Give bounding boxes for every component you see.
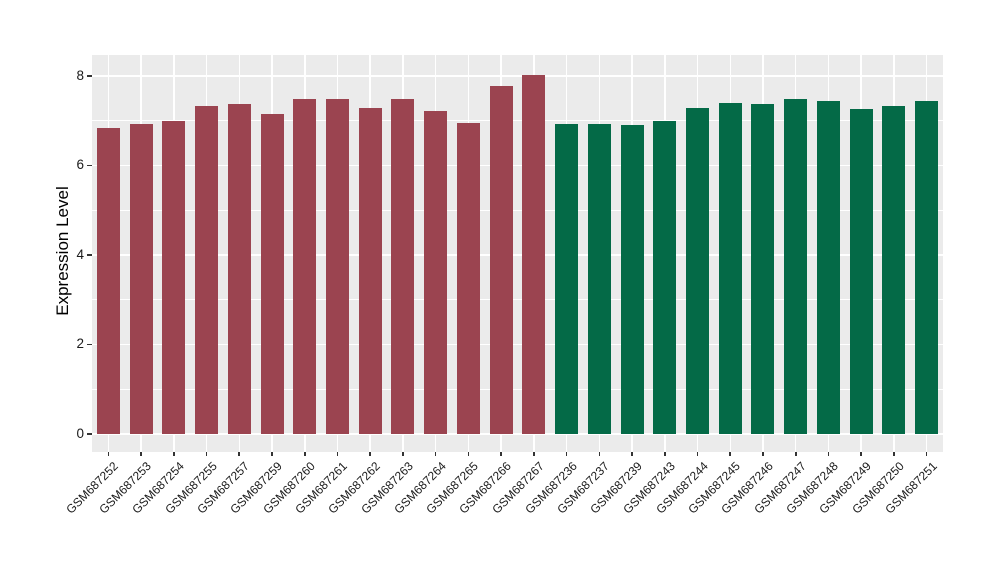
- x-tick: [434, 452, 437, 456]
- bar: [162, 121, 186, 434]
- y-tick-label: 0: [76, 426, 84, 441]
- bar: [555, 123, 579, 434]
- gridline-major-y: [92, 164, 943, 167]
- bar: [424, 110, 448, 434]
- bar: [784, 99, 808, 434]
- x-tick: [369, 452, 371, 456]
- x-tick: [827, 452, 830, 456]
- bar: [96, 127, 120, 434]
- x-tick: [860, 452, 862, 456]
- y-tick-label: 2: [76, 336, 84, 352]
- gridline-minor-y: [92, 299, 943, 301]
- x-tick: [631, 452, 633, 456]
- gridline-minor-y: [92, 388, 943, 390]
- bar: [849, 109, 873, 434]
- gridline-minor-y: [92, 209, 943, 211]
- x-tick: [729, 452, 732, 456]
- bar: [325, 99, 349, 434]
- x-tick: [271, 452, 273, 456]
- x-tick: [238, 452, 241, 456]
- y-tick: [87, 164, 92, 167]
- y-tick: [87, 254, 92, 256]
- bar: [751, 103, 775, 434]
- bar: [882, 106, 906, 434]
- x-tick: [467, 452, 470, 456]
- x-tick: [205, 452, 208, 456]
- bar: [718, 102, 742, 434]
- x-tick: [794, 452, 797, 456]
- bar: [587, 124, 611, 434]
- x-tick: [696, 452, 699, 456]
- x-tick: [925, 452, 928, 456]
- bar: [915, 100, 939, 434]
- bar: [227, 103, 251, 434]
- bar: [489, 85, 513, 434]
- x-tick: [663, 452, 666, 456]
- bar: [293, 99, 317, 434]
- y-tick: [87, 74, 92, 77]
- x-tick: [173, 452, 175, 456]
- y-tick: [87, 343, 92, 346]
- x-tick: [336, 452, 339, 456]
- bar: [391, 99, 415, 434]
- x-tick: [402, 452, 404, 456]
- bar: [653, 121, 677, 434]
- gridline-major-y: [92, 254, 943, 256]
- x-tick: [107, 452, 110, 456]
- y-tick: [87, 433, 92, 435]
- bar: [260, 114, 284, 434]
- gridline-major-y: [92, 74, 943, 77]
- x-tick: [303, 452, 306, 456]
- y-tick-label: 6: [76, 157, 84, 173]
- x-tick: [565, 452, 568, 456]
- bar: [522, 74, 546, 434]
- gridline-major-y: [92, 433, 943, 435]
- x-tick: [533, 452, 535, 456]
- bar: [358, 107, 382, 434]
- x-tick: [500, 452, 502, 456]
- gridline-major-y: [92, 343, 943, 346]
- bar: [129, 124, 153, 434]
- gridline-minor-y: [92, 120, 943, 121]
- bar: [686, 107, 710, 434]
- x-tick: [140, 452, 142, 456]
- y-tick-label: 8: [76, 67, 84, 83]
- x-tick: [762, 452, 764, 456]
- plot-panel: [92, 55, 943, 452]
- bar: [195, 106, 219, 434]
- bar: [620, 124, 644, 434]
- y-tick-label: 4: [76, 246, 84, 262]
- x-tick: [598, 452, 601, 456]
- bar: [456, 122, 480, 434]
- x-tick: [893, 452, 895, 456]
- bar: [816, 101, 840, 434]
